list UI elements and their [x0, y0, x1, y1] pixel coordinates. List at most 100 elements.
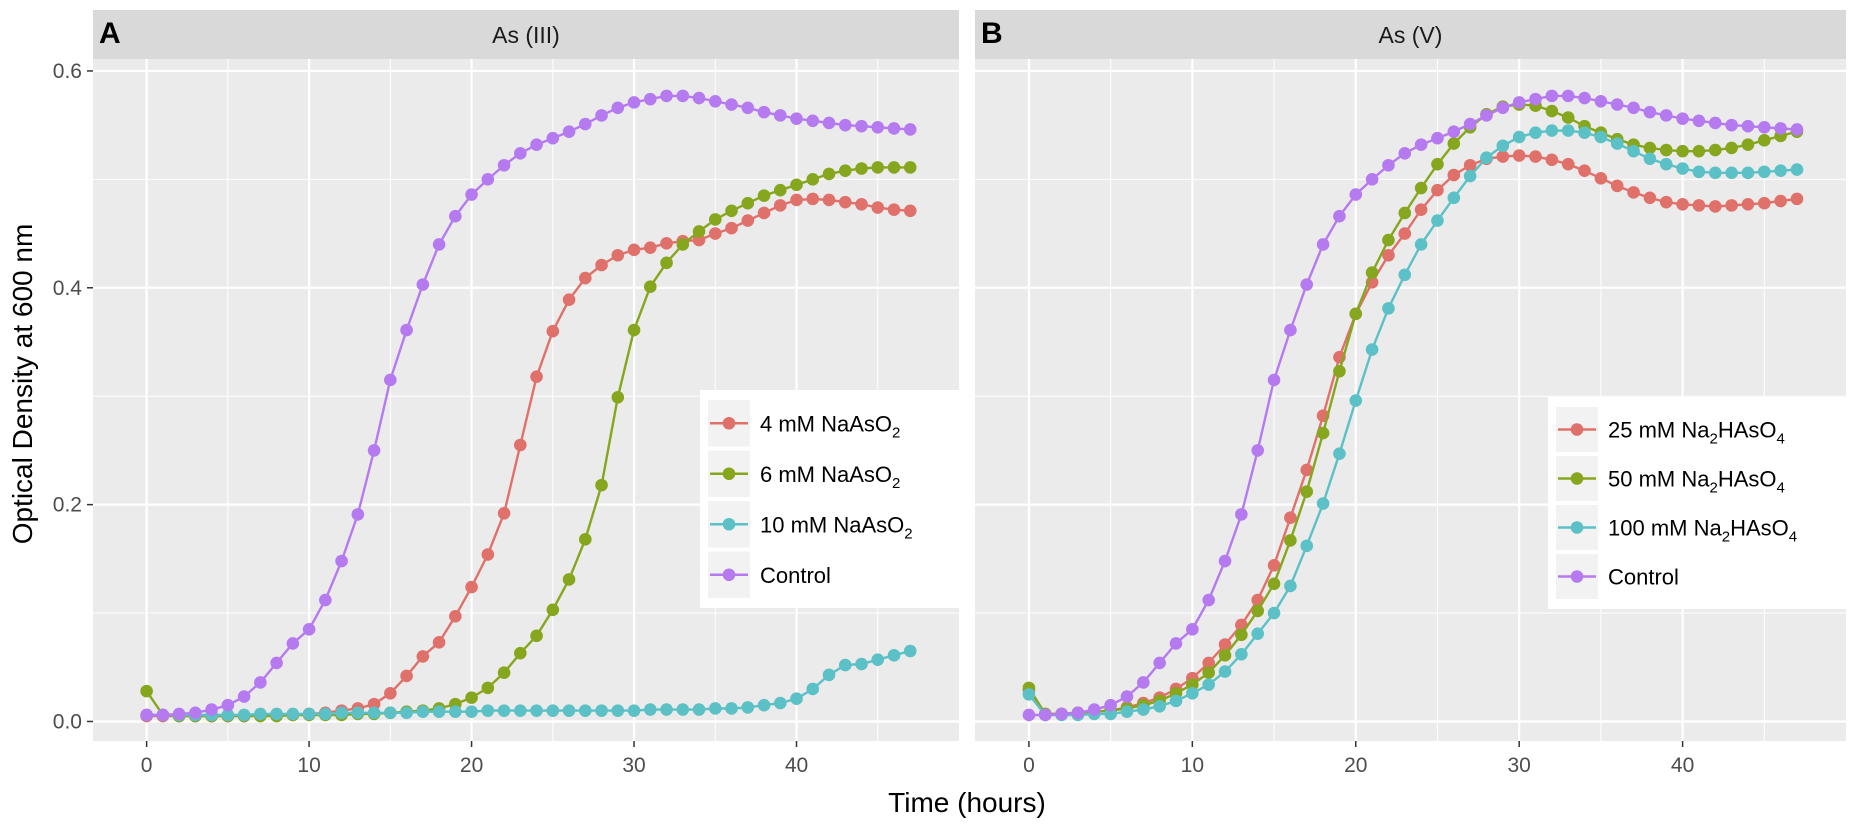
data-point [286, 707, 300, 721]
data-point [1414, 181, 1428, 195]
data-point [1300, 485, 1314, 498]
data-point [140, 708, 153, 722]
data-point [1741, 166, 1755, 180]
data-point [221, 708, 235, 722]
data-point [1382, 302, 1395, 315]
data-point [1038, 708, 1052, 722]
data-point [270, 656, 283, 670]
data-point [546, 131, 560, 145]
data-point [1300, 539, 1314, 553]
data-point [1610, 98, 1624, 111]
data-point [1398, 268, 1412, 282]
data-point [790, 193, 803, 207]
data-point [1251, 604, 1265, 618]
data-point [449, 610, 462, 623]
data-point [1431, 157, 1444, 171]
data-point [757, 105, 771, 119]
data-point [757, 206, 771, 220]
data-point [806, 173, 820, 186]
data-point [1774, 194, 1787, 208]
y-axis-title: Optical Density at 600 nm [7, 224, 38, 545]
data-point [871, 201, 885, 214]
data-point [611, 248, 625, 262]
data-point [562, 704, 576, 717]
data-point [351, 508, 365, 521]
data-point [1610, 137, 1624, 150]
data-point [1512, 96, 1526, 109]
data-point [1757, 121, 1771, 134]
data-point [481, 704, 495, 717]
facet-strip [93, 10, 959, 59]
x-tick-label: 0 [141, 754, 153, 777]
data-point [384, 706, 397, 720]
data-point [741, 101, 755, 115]
data-point [1578, 91, 1591, 105]
data-point [254, 676, 267, 689]
data-point [1512, 130, 1526, 144]
data-point [1218, 665, 1232, 678]
data-point [1267, 373, 1281, 387]
data-point [660, 89, 673, 103]
data-point [172, 707, 186, 721]
data-point [806, 682, 820, 696]
data-point [790, 178, 803, 192]
data-point [1382, 158, 1395, 172]
data-point [1382, 233, 1395, 247]
data-point [1708, 143, 1722, 157]
data-point [1790, 123, 1804, 136]
series-4 [140, 89, 917, 722]
facet-strip [975, 10, 1846, 59]
x-axis-title: Time (hours) [888, 787, 1046, 818]
data-point [189, 706, 202, 720]
data-point [676, 703, 690, 716]
data-point [481, 681, 495, 695]
data-point [1447, 137, 1461, 150]
data-point [627, 96, 641, 109]
panel-b: As (V) B 0 10 20 30 40 25 mM Na2HAsO4 50 mM Na2H… [975, 10, 1846, 777]
data-point [822, 668, 836, 682]
data-point [514, 438, 527, 452]
data-point [1218, 649, 1232, 662]
data-point [708, 94, 722, 108]
data-point [465, 691, 478, 704]
data-point [1741, 119, 1755, 133]
data-point [1708, 116, 1722, 130]
data-point [579, 271, 592, 285]
x-tick-label: 20 [1344, 754, 1367, 777]
data-point [1578, 164, 1591, 177]
legend-label: 50 mM Na2HAsO4 [1608, 467, 1785, 497]
data-point [1120, 690, 1134, 703]
data-point [643, 92, 657, 106]
data-point [1300, 278, 1314, 291]
data-point [400, 669, 413, 683]
y-tick-label: 0.4 [53, 277, 83, 300]
data-point [1251, 444, 1265, 457]
data-point [790, 692, 803, 706]
data-point [1398, 206, 1412, 220]
data-point [1120, 705, 1134, 719]
data-point [1480, 109, 1493, 122]
data-point [855, 119, 868, 133]
data-point [887, 161, 901, 174]
legend-key-point [1570, 472, 1584, 485]
data-point [1333, 364, 1346, 378]
facet-strip-label: As (III) [492, 22, 560, 48]
data-point [1022, 708, 1036, 722]
data-point [692, 233, 706, 247]
data-point [1692, 199, 1706, 212]
data-point [1153, 700, 1166, 713]
data-point [1251, 627, 1265, 640]
legend: 4 mM NaAsO2 6 mM NaAsO2 10 mM NaAsO2 Contro… [700, 390, 962, 608]
data-point [1284, 511, 1297, 524]
legend-label: 100 mM Na2HAsO4 [1608, 516, 1797, 546]
x-tick-label: 10 [297, 754, 320, 777]
data-point [205, 703, 218, 716]
y-tick-label: 0.6 [53, 60, 82, 83]
data-point [432, 636, 446, 649]
data-point [692, 703, 706, 716]
data-point [1627, 101, 1640, 115]
data-point [708, 213, 722, 226]
data-point [1137, 676, 1150, 689]
data-point [1676, 162, 1689, 175]
x-tick-label: 30 [622, 754, 645, 777]
